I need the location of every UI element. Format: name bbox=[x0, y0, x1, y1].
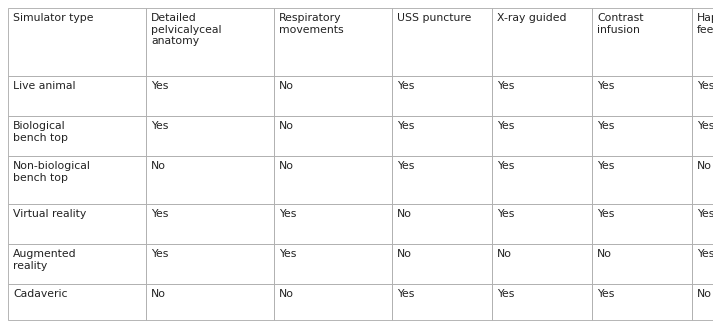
Bar bbox=[392, 204, 492, 244]
Bar bbox=[146, 156, 274, 204]
Text: No: No bbox=[279, 289, 294, 299]
Bar bbox=[146, 76, 274, 116]
Text: Yes: Yes bbox=[597, 161, 615, 171]
Text: Haptic
feedback: Haptic feedback bbox=[697, 13, 713, 35]
Bar bbox=[692, 244, 713, 284]
Bar bbox=[492, 156, 592, 204]
Text: Yes: Yes bbox=[697, 209, 713, 219]
Text: Yes: Yes bbox=[497, 161, 514, 171]
Bar bbox=[392, 116, 492, 156]
Text: No: No bbox=[697, 161, 712, 171]
Text: Yes: Yes bbox=[279, 249, 297, 259]
Text: No: No bbox=[397, 209, 412, 219]
Bar bbox=[492, 284, 592, 320]
Bar bbox=[692, 8, 713, 76]
Text: Live animal: Live animal bbox=[13, 81, 76, 91]
Bar bbox=[146, 284, 274, 320]
Bar bbox=[274, 8, 392, 76]
Bar bbox=[692, 284, 713, 320]
Text: No: No bbox=[151, 289, 166, 299]
Text: Yes: Yes bbox=[697, 249, 713, 259]
Text: Virtual reality: Virtual reality bbox=[13, 209, 86, 219]
Text: USS puncture: USS puncture bbox=[397, 13, 471, 23]
Bar bbox=[274, 116, 392, 156]
Bar bbox=[8, 244, 146, 284]
Text: Yes: Yes bbox=[497, 121, 514, 131]
Bar bbox=[592, 8, 692, 76]
Bar bbox=[492, 204, 592, 244]
Bar bbox=[8, 8, 146, 76]
Text: Yes: Yes bbox=[397, 81, 414, 91]
Text: Contrast
infusion: Contrast infusion bbox=[597, 13, 644, 35]
Bar bbox=[8, 116, 146, 156]
Bar bbox=[8, 76, 146, 116]
Text: Yes: Yes bbox=[497, 209, 514, 219]
Text: Non-biological
bench top: Non-biological bench top bbox=[13, 161, 91, 182]
Bar bbox=[274, 204, 392, 244]
Text: Yes: Yes bbox=[151, 209, 168, 219]
Bar bbox=[492, 116, 592, 156]
Bar bbox=[692, 76, 713, 116]
Text: Detailed
pelvicalyceal
anatomy: Detailed pelvicalyceal anatomy bbox=[151, 13, 222, 46]
Bar bbox=[692, 204, 713, 244]
Bar bbox=[692, 156, 713, 204]
Text: Yes: Yes bbox=[397, 161, 414, 171]
Text: No: No bbox=[151, 161, 166, 171]
Bar bbox=[8, 156, 146, 204]
Bar bbox=[492, 8, 592, 76]
Text: Yes: Yes bbox=[697, 81, 713, 91]
Text: Yes: Yes bbox=[397, 289, 414, 299]
Text: Yes: Yes bbox=[397, 121, 414, 131]
Text: Augmented
reality: Augmented reality bbox=[13, 249, 76, 270]
Text: Yes: Yes bbox=[151, 81, 168, 91]
Bar bbox=[592, 116, 692, 156]
Text: No: No bbox=[279, 121, 294, 131]
Text: Yes: Yes bbox=[151, 121, 168, 131]
Text: Simulator type: Simulator type bbox=[13, 13, 93, 23]
Text: Yes: Yes bbox=[279, 209, 297, 219]
Text: Yes: Yes bbox=[697, 121, 713, 131]
Text: Yes: Yes bbox=[497, 289, 514, 299]
Text: Biological
bench top: Biological bench top bbox=[13, 121, 68, 142]
Bar bbox=[492, 244, 592, 284]
Bar bbox=[592, 244, 692, 284]
Bar bbox=[146, 116, 274, 156]
Bar bbox=[8, 204, 146, 244]
Bar bbox=[492, 76, 592, 116]
Bar bbox=[274, 244, 392, 284]
Text: No: No bbox=[597, 249, 612, 259]
Text: Yes: Yes bbox=[497, 81, 514, 91]
Text: Yes: Yes bbox=[597, 289, 615, 299]
Bar bbox=[146, 8, 274, 76]
Bar bbox=[592, 204, 692, 244]
Bar bbox=[392, 8, 492, 76]
Bar bbox=[146, 204, 274, 244]
Bar bbox=[274, 284, 392, 320]
Bar bbox=[392, 284, 492, 320]
Text: Yes: Yes bbox=[597, 81, 615, 91]
Bar bbox=[692, 116, 713, 156]
Text: Yes: Yes bbox=[597, 121, 615, 131]
Bar bbox=[592, 156, 692, 204]
Bar bbox=[592, 284, 692, 320]
Text: No: No bbox=[279, 81, 294, 91]
Text: Yes: Yes bbox=[597, 209, 615, 219]
Text: X-ray guided: X-ray guided bbox=[497, 13, 567, 23]
Text: No: No bbox=[697, 289, 712, 299]
Bar bbox=[392, 76, 492, 116]
Bar bbox=[8, 284, 146, 320]
Bar bbox=[592, 76, 692, 116]
Text: Yes: Yes bbox=[151, 249, 168, 259]
Text: Respiratory
movements: Respiratory movements bbox=[279, 13, 344, 35]
Text: Cadaveric: Cadaveric bbox=[13, 289, 68, 299]
Bar bbox=[274, 156, 392, 204]
Text: No: No bbox=[397, 249, 412, 259]
Bar bbox=[274, 76, 392, 116]
Text: No: No bbox=[279, 161, 294, 171]
Bar bbox=[392, 244, 492, 284]
Bar bbox=[146, 244, 274, 284]
Bar bbox=[392, 156, 492, 204]
Text: No: No bbox=[497, 249, 512, 259]
